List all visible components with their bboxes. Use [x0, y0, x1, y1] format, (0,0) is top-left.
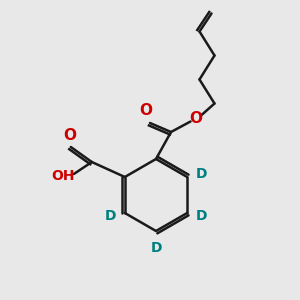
Text: OH: OH: [52, 169, 75, 182]
Text: D: D: [104, 209, 116, 223]
Text: O: O: [139, 103, 152, 118]
Text: D: D: [196, 209, 208, 223]
Text: D: D: [196, 167, 208, 181]
Text: O: O: [63, 128, 76, 142]
Text: D: D: [150, 242, 162, 256]
Text: O: O: [189, 111, 203, 126]
